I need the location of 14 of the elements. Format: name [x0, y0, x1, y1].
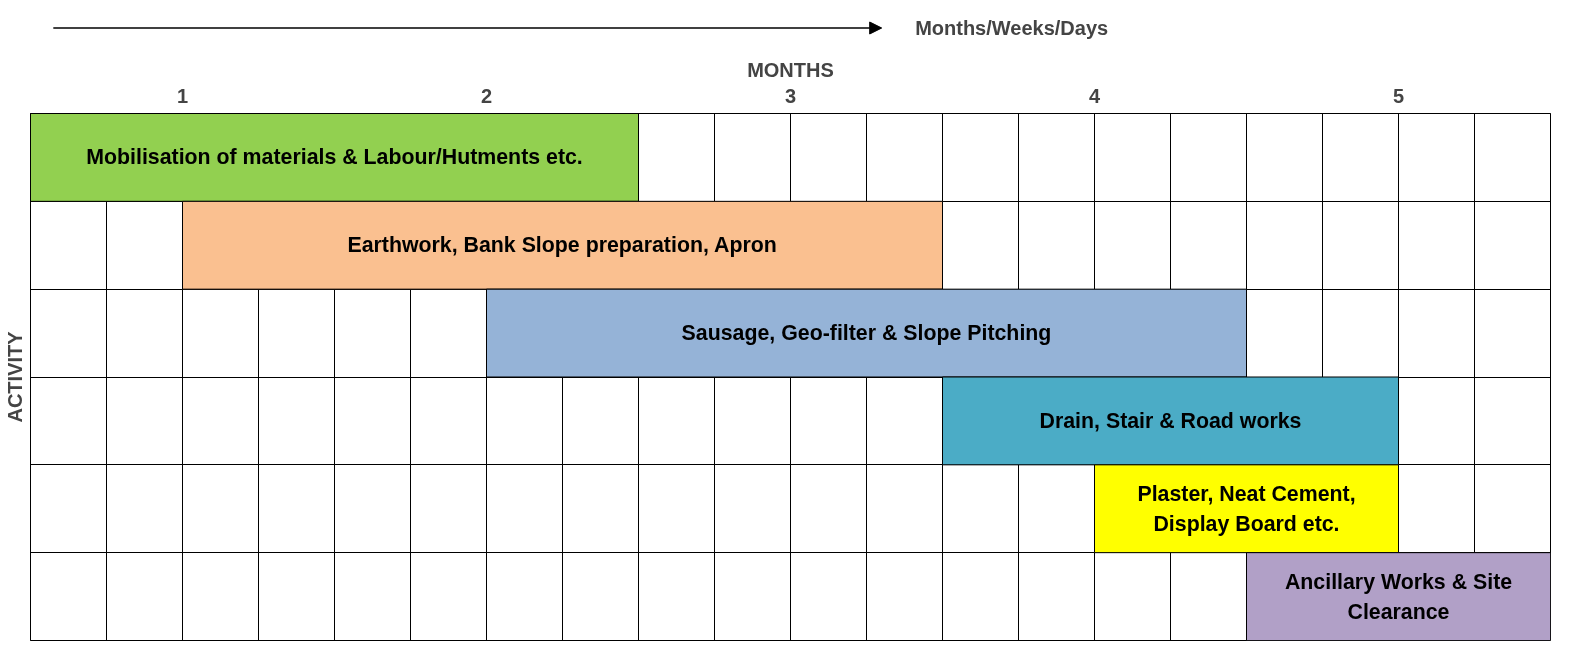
- y-tick-label: Earthwork, Bank Slope preparation, Apron: [347, 233, 777, 258]
- y-tick-label: Mobilisation of materials & Labour/Hutments etc.: [86, 145, 583, 170]
- x-axis-title: MONTHS: [747, 58, 834, 81]
- x-tick-label: 1: [176, 84, 189, 107]
- y-axis-title: ACTIVITY: [3, 330, 26, 423]
- x-tick-label: 4: [1088, 84, 1101, 107]
- y-tick-label: Ancillary Works & Site Clearance: [1284, 569, 1513, 624]
- y-tick-label: Sausage, Geo-filter & Slope Pitching: [681, 321, 1052, 346]
- x-tick-label: 3: [784, 84, 797, 107]
- x-tick-label: 5: [1392, 84, 1405, 107]
- y-tick-label: Drain, Stair & Road works: [1039, 408, 1302, 433]
- y-tick-label: Plaster, Neat Cement, Display Board etc.: [1137, 481, 1356, 536]
- x-tick-label: 2: [480, 84, 493, 107]
- text: Months/Weeks/Days: [915, 17, 1109, 39]
